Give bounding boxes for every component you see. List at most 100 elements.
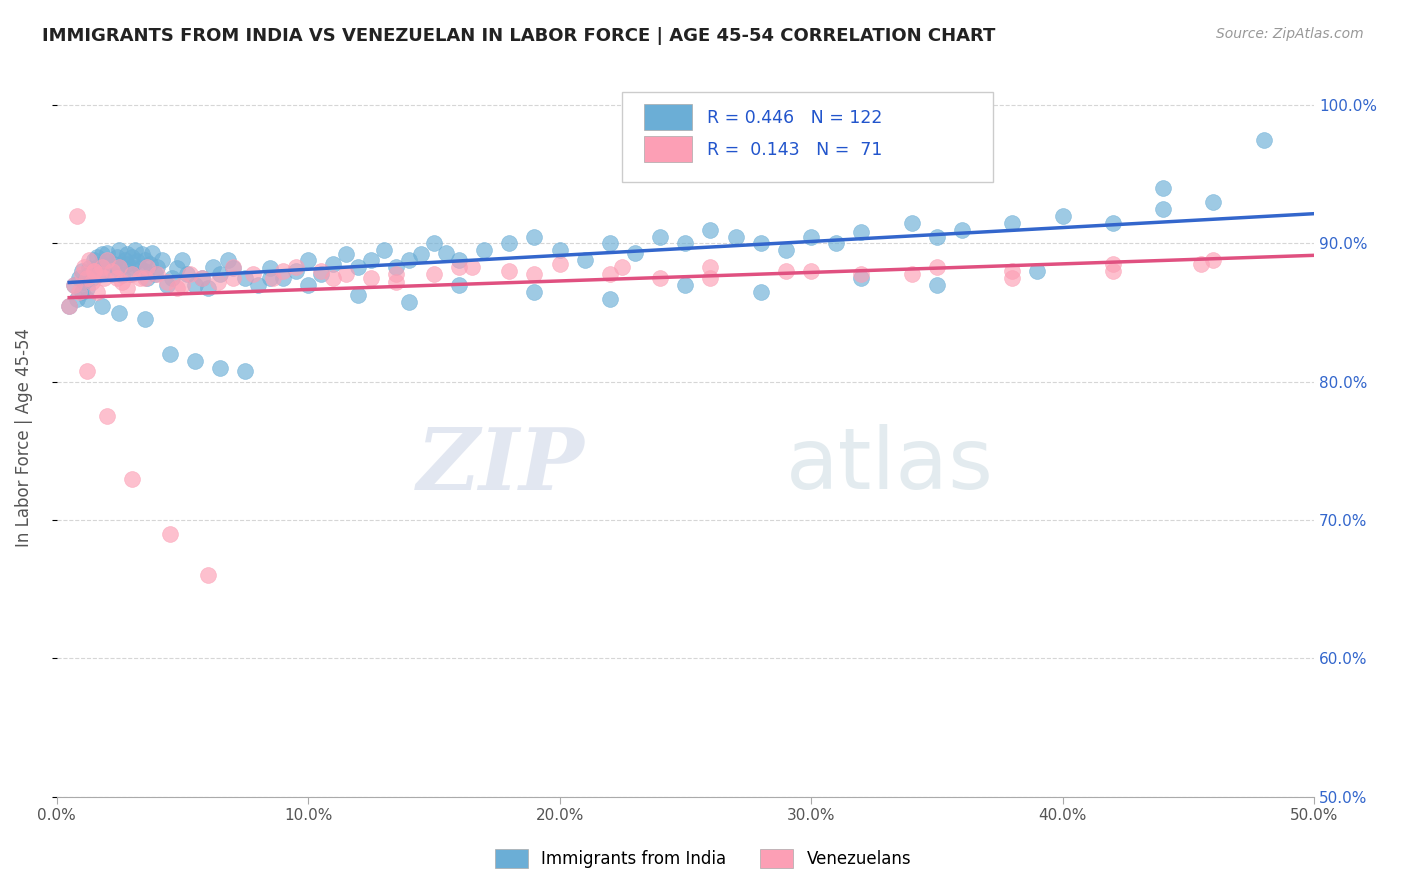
Point xyxy=(1052,209,1074,223)
Point xyxy=(66,209,89,223)
Point xyxy=(673,277,696,292)
Point xyxy=(179,267,201,281)
Point xyxy=(121,267,143,281)
Point xyxy=(162,271,184,285)
Point xyxy=(385,267,408,281)
Point xyxy=(900,267,922,281)
Point xyxy=(156,277,179,292)
Point xyxy=(90,299,112,313)
Point xyxy=(523,267,546,281)
Point xyxy=(90,260,112,274)
Point xyxy=(58,299,80,313)
Point xyxy=(221,261,243,276)
Point xyxy=(191,271,214,285)
Point xyxy=(284,260,307,274)
Point xyxy=(259,271,281,285)
Point xyxy=(335,267,357,281)
Point xyxy=(121,260,143,274)
Point xyxy=(242,267,264,281)
Point xyxy=(385,260,408,274)
Point xyxy=(111,268,134,283)
Point xyxy=(209,360,232,375)
Point xyxy=(83,264,105,278)
Point xyxy=(221,260,243,274)
Point xyxy=(1152,202,1174,216)
Point xyxy=(699,260,721,274)
Point xyxy=(105,250,128,264)
Point xyxy=(460,260,482,274)
Point xyxy=(699,271,721,285)
Point xyxy=(124,244,146,258)
Point xyxy=(76,281,98,295)
Point xyxy=(111,275,134,289)
Point xyxy=(699,222,721,236)
Point xyxy=(156,275,179,289)
Point xyxy=(172,252,194,267)
Point xyxy=(800,264,823,278)
Point xyxy=(121,250,143,264)
Point xyxy=(118,267,141,281)
Point xyxy=(128,271,150,285)
Point xyxy=(900,216,922,230)
Point xyxy=(86,250,108,264)
Point xyxy=(108,260,131,274)
Point xyxy=(360,271,382,285)
Point xyxy=(96,252,118,267)
Text: R =  0.143   N =  71: R = 0.143 N = 71 xyxy=(707,141,882,159)
Point xyxy=(472,244,495,258)
Point xyxy=(1152,181,1174,195)
Point xyxy=(1001,264,1024,278)
Point xyxy=(80,271,103,285)
Point xyxy=(76,364,98,378)
Point xyxy=(201,260,224,274)
Point xyxy=(93,271,115,285)
FancyBboxPatch shape xyxy=(644,136,692,162)
Point xyxy=(103,257,125,271)
Point xyxy=(207,275,229,289)
Point xyxy=(1102,257,1125,271)
Point xyxy=(724,229,747,244)
Point xyxy=(360,252,382,267)
Point xyxy=(950,222,973,236)
Point xyxy=(184,354,207,368)
Point xyxy=(523,229,546,244)
Point xyxy=(96,246,118,260)
Point xyxy=(322,271,344,285)
Point xyxy=(70,285,93,299)
Point xyxy=(775,244,797,258)
Point xyxy=(398,294,420,309)
Point xyxy=(284,264,307,278)
Text: Source: ZipAtlas.com: Source: ZipAtlas.com xyxy=(1216,27,1364,41)
Point xyxy=(90,257,112,271)
Point xyxy=(127,254,149,268)
Point xyxy=(146,267,169,281)
Point xyxy=(599,292,621,306)
Point xyxy=(79,261,101,276)
Point xyxy=(76,292,98,306)
Point xyxy=(612,260,634,274)
Point xyxy=(548,257,571,271)
Point xyxy=(447,277,470,292)
Point xyxy=(166,261,188,276)
Point xyxy=(233,364,256,378)
Point xyxy=(108,305,131,319)
Point xyxy=(925,229,948,244)
Point xyxy=(89,267,111,281)
Point xyxy=(58,299,80,313)
Point xyxy=(650,271,672,285)
Point xyxy=(63,277,86,292)
Point xyxy=(86,260,108,274)
Point xyxy=(67,285,90,299)
Point xyxy=(1253,133,1275,147)
Point xyxy=(599,236,621,251)
Point xyxy=(1202,252,1225,267)
Point xyxy=(114,252,136,267)
Point xyxy=(76,271,98,285)
Point xyxy=(96,254,118,268)
Point xyxy=(79,252,101,267)
Point xyxy=(599,267,621,281)
Point xyxy=(347,260,370,274)
Point xyxy=(150,252,173,267)
Point xyxy=(423,236,446,251)
Point xyxy=(70,267,93,281)
